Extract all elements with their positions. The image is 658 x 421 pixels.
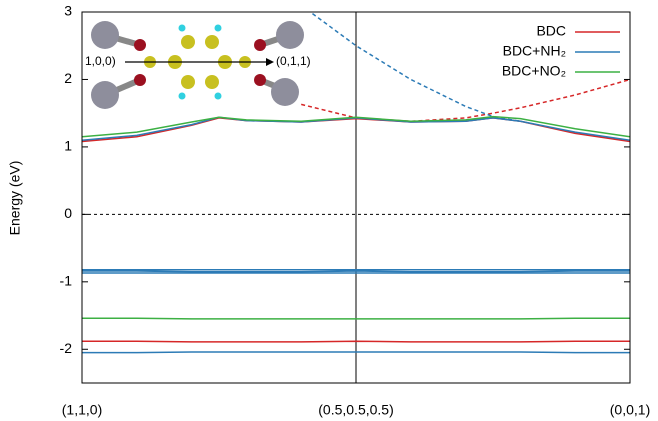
y-tick-label: -1 [60,273,73,289]
band [82,271,630,272]
y-axis-label: Energy (eV) [7,161,23,236]
molecule-inset: 1,0,0) (0,1,1) [85,21,311,109]
fit-curve [301,80,630,122]
y-tick-label: 1 [64,138,72,154]
inset-label: 1,0,0) [85,54,116,68]
legend-label: BDC+NH₂ [503,43,566,59]
y-tick-label: 2 [64,70,72,86]
legend-label: BDC [536,23,566,39]
y-tick-label: 0 [64,205,72,221]
band [82,341,630,342]
x-tick-label: (1,1,0) [62,402,102,418]
fit-curve [301,5,520,121]
band [82,352,630,353]
legend-label: BDC+NO₂ [502,63,566,79]
inset-label: (0,1,1) [276,54,311,68]
band [82,318,630,319]
x-tick-label: (0.5,0.5,0.5) [318,402,394,418]
chart: Energy (eV) 1,0,0) (0,1,1) -2 -1 0 1 2 3 (1,1,… [0,0,658,421]
x-tick-label: (0,0,1) [610,402,650,418]
y-tick-label: 3 [64,3,72,19]
y-tick-label: -2 [60,340,73,356]
